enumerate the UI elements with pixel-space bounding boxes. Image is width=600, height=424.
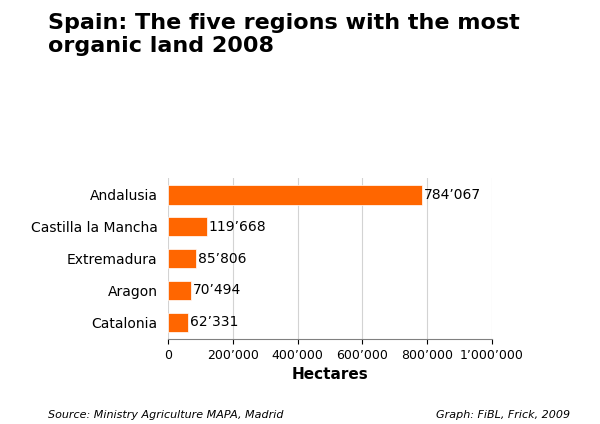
Text: 62’331: 62’331 [190,315,239,329]
Text: Graph: FiBL, Frick, 2009: Graph: FiBL, Frick, 2009 [436,410,570,420]
Bar [168,281,191,300]
Text: 784’067: 784’067 [424,188,481,202]
Bar [168,313,188,332]
Bar [168,217,207,236]
Text: 119’668: 119’668 [209,220,266,234]
X-axis label: Hectares: Hectares [292,368,368,382]
Text: Spain: The five regions with the most
organic land 2008: Spain: The five regions with the most or… [48,13,520,56]
Text: Source: Ministry Agriculture MAPA, Madrid: Source: Ministry Agriculture MAPA, Madri… [48,410,284,420]
Text: 70’494: 70’494 [193,284,241,298]
Text: 85’806: 85’806 [198,251,246,266]
Bar [168,249,196,268]
Bar [168,185,422,204]
